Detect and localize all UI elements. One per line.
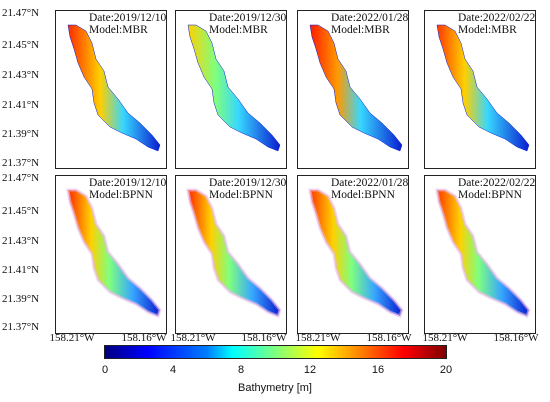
panel-model-label: Model:BPNN [209, 189, 273, 201]
x-tick-label: 158.16°W [366, 332, 412, 344]
panel-date-label: Date:2019/12/10 [89, 12, 167, 24]
map-panel: Date:2019/12/10 Model:BPNN [55, 175, 167, 334]
colorbar-tick-label: 4 [169, 364, 177, 376]
bathymetry-map [67, 24, 161, 152]
map-panel: Date:2019/12/10 Model:MBR [55, 10, 167, 169]
colorbar-tick-label: 16 [371, 364, 385, 376]
map-panel: Date:2022/02/22 Model:BPNN [424, 175, 536, 334]
colorbar-tick-label: 20 [439, 364, 453, 376]
map-panel: Date:2022/01/28 Model:BPNN [297, 175, 409, 334]
map-panel: Date:2022/01/28 Model:MBR [297, 10, 409, 169]
colorbar-tick-label: 8 [237, 364, 245, 376]
bathymetry-map [435, 188, 531, 318]
y-tick-label: 21.43°N [2, 235, 40, 247]
colorbar-tick-label: 0 [101, 364, 109, 376]
panel-date-label: Date:2019/12/30 [209, 12, 287, 24]
colorbar [104, 345, 447, 359]
y-tick-label: 21.41°N [2, 264, 40, 276]
bathymetry-map [187, 24, 281, 152]
x-tick-label: 158.16°W [493, 332, 539, 344]
y-tick-label: 21.43°N [2, 69, 40, 81]
y-tick-label: 21.47°N [2, 7, 40, 19]
y-tick-label: 21.39°N [2, 293, 40, 305]
y-tick-label: 21.45°N [2, 205, 40, 217]
bathymetry-map [66, 188, 162, 318]
x-tick-label: 158.21°W [49, 332, 95, 344]
panel-model-label: Model:MBR [458, 24, 517, 36]
panel-model-label: Model:MBR [209, 24, 268, 36]
panel-date-label: Date:2022/02/22 [458, 12, 536, 24]
panel-model-label: Model:MBR [331, 24, 390, 36]
panel-date-label: Date:2019/12/30 [209, 177, 287, 189]
panel-date-label: Date:2022/02/22 [458, 177, 536, 189]
colorbar-title: Bathymetry [m] [238, 382, 312, 394]
bathymetry-map [436, 24, 530, 152]
map-panel: Date:2019/12/30 Model:MBR [175, 10, 287, 169]
x-tick-label: 158.16°W [241, 332, 287, 344]
x-tick-label: 158.16°W [121, 332, 167, 344]
y-tick-label: 21.45°N [2, 39, 40, 51]
x-tick-label: 158.21°W [422, 332, 468, 344]
y-tick-label: 21.41°N [2, 99, 40, 111]
panel-model-label: Model:BPNN [331, 189, 395, 201]
x-tick-label: 158.21°W [170, 332, 216, 344]
y-tick-label: 21.47°N [2, 172, 40, 184]
map-panel: Date:2022/02/22 Model:MBR [424, 10, 536, 169]
panel-model-label: Model:MBR [89, 24, 148, 36]
panel-model-label: Model:BPNN [89, 189, 153, 201]
panel-model-label: Model:BPNN [458, 189, 522, 201]
panel-date-label: Date:2019/12/10 [89, 177, 167, 189]
panel-date-label: Date:2022/01/28 [331, 12, 409, 24]
bathymetry-map [186, 188, 282, 318]
colorbar-tick-label: 12 [303, 364, 317, 376]
y-tick-label: 21.39°N [2, 128, 40, 140]
map-panel: Date:2019/12/30 Model:BPNN [175, 175, 287, 334]
y-tick-label: 21.37°N [2, 157, 40, 169]
bathymetry-map [308, 188, 404, 318]
panel-date-label: Date:2022/01/28 [331, 177, 409, 189]
y-tick-label: 21.37°N [2, 321, 40, 333]
bathymetry-map [309, 24, 403, 152]
x-tick-label: 158.21°W [295, 332, 341, 344]
